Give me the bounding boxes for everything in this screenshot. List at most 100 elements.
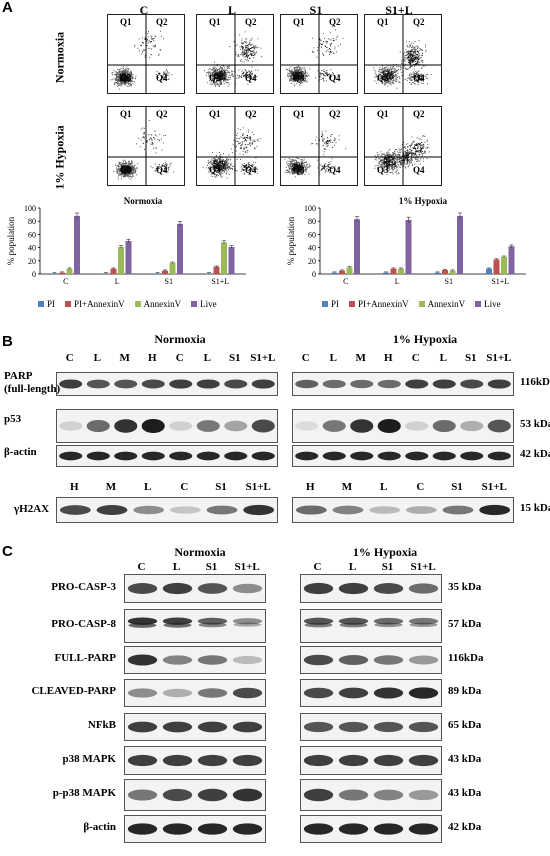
protein-band	[408, 617, 439, 625]
protein-band	[224, 451, 248, 461]
bar	[398, 268, 404, 274]
protein-band	[373, 617, 404, 625]
x-tick-label: L	[115, 277, 120, 286]
blot-bands	[127, 754, 263, 767]
kda-label: 53 kDa	[520, 418, 550, 430]
protein-band	[206, 505, 238, 515]
panel-letter-a: A	[2, 0, 13, 16]
y-tick-label: 20	[28, 257, 36, 266]
protein-band	[127, 654, 158, 666]
blot-bands	[303, 617, 439, 628]
protein-band	[162, 582, 193, 595]
protein-band	[196, 420, 220, 432]
flow-col-header-l: L	[227, 3, 236, 17]
y-axis-label: % population	[6, 216, 16, 265]
protein-band	[339, 622, 368, 628]
blot-strip	[124, 574, 266, 603]
blot-strip	[300, 646, 442, 674]
blot-bands	[127, 617, 263, 628]
quadrant-label: Q3	[293, 73, 305, 83]
protein-band	[196, 451, 220, 461]
lane-label: S1	[205, 561, 218, 573]
flow-scatter	[108, 107, 184, 185]
blot-bands	[303, 721, 439, 733]
flow-scatter	[281, 15, 357, 93]
blot-strip	[300, 679, 442, 707]
flow-scatter	[281, 107, 357, 185]
protein-band	[197, 617, 228, 625]
blot-row-label: FULL-PARP	[54, 652, 116, 664]
lane-label: S1	[464, 352, 477, 364]
lane-label: S1+L	[234, 561, 260, 573]
protein-band	[196, 379, 220, 389]
quadrant-label: Q1	[377, 17, 389, 27]
legend-label: PI+AnnexinV	[74, 299, 125, 309]
y-tick-label: 0	[312, 270, 316, 279]
y-tick-label: 80	[28, 217, 36, 226]
kda-label: 42 kDa	[448, 821, 482, 833]
panel-letter-c: C	[2, 543, 13, 560]
protein-band	[303, 582, 334, 595]
flow-dot-plot: Q1 Q2 Q3 Q4	[196, 106, 274, 186]
blot-strip	[124, 713, 266, 741]
protein-band	[322, 451, 346, 461]
protein-band	[86, 451, 110, 461]
y-tick-label: 40	[28, 244, 36, 253]
blot-strip	[124, 679, 266, 707]
blot-row-label: p38 MAPK	[62, 752, 116, 765]
protein-band	[141, 418, 165, 434]
quadrant-label: Q3	[120, 73, 132, 83]
protein-band	[409, 622, 438, 627]
protein-band	[162, 721, 193, 733]
protein-band	[162, 655, 193, 665]
protein-band	[373, 789, 404, 801]
blot-bands	[303, 654, 439, 666]
kda-label: 43 kDa	[448, 787, 482, 799]
legend-swatch	[322, 301, 328, 307]
legend-swatch	[349, 301, 356, 307]
blot-bands	[303, 754, 439, 767]
protein-band	[127, 583, 158, 594]
kda-label: 116kDa	[448, 652, 484, 664]
quadrant-label: Q4	[245, 165, 257, 175]
quadrant-label: Q1	[120, 109, 132, 119]
protein-band	[224, 420, 248, 432]
protein-band	[59, 451, 83, 461]
chart-title: Normoxia	[124, 196, 163, 206]
y-tick-label: 0	[32, 270, 36, 279]
bar-chart-normoxia: Normoxia % population 0 20 40 60 80 100 C L S1 S1+L	[6, 196, 246, 286]
protein-band	[377, 451, 401, 461]
protein-band	[232, 655, 263, 665]
blot-row-label: β-actin	[83, 821, 116, 833]
protein-band	[169, 379, 193, 389]
flow-scatter	[197, 15, 273, 93]
protein-band	[59, 421, 83, 431]
protein-band	[332, 505, 364, 515]
blot-row-label: PARP (full-length)	[4, 370, 61, 395]
protein-band	[141, 379, 165, 389]
protein-band	[251, 419, 275, 433]
flow-dot-plot: Q1 Q2 Q3 Q4	[107, 14, 185, 94]
quadrant-label: Q1	[120, 17, 132, 27]
legend-label: PI	[331, 299, 340, 309]
lane-label: L	[143, 481, 152, 493]
protein-band	[487, 451, 511, 461]
protein-band	[96, 505, 128, 515]
protein-band	[373, 721, 404, 733]
blot-bands	[59, 451, 275, 461]
kda-label: 65 kDa	[448, 719, 482, 731]
blot-strip	[56, 372, 278, 396]
flow-dot-plot: Q1 Q2 Q3 Q4	[107, 106, 185, 186]
bar	[228, 246, 235, 274]
blot-bands	[59, 504, 275, 516]
protein-band	[233, 622, 262, 627]
lane-label: C	[137, 561, 146, 573]
lane-label: S1+L	[250, 352, 276, 364]
protein-band	[295, 451, 319, 461]
kda-label: 35 kDa	[448, 580, 482, 593]
quadrant-label: Q2	[329, 17, 341, 27]
blot-strip	[300, 609, 442, 643]
protein-band	[232, 823, 263, 835]
bar-chart-hypoxia: 1% Hypoxia % population 0 20 40 60 80 100 C L S1 S1…	[286, 196, 526, 286]
y-tick-label: 100	[304, 204, 316, 213]
